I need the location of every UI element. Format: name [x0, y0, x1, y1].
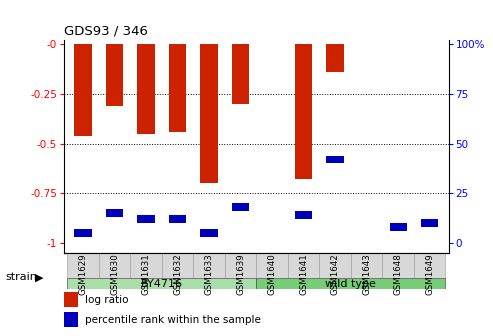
Text: GSM1632: GSM1632 [173, 254, 182, 295]
Text: GSM1630: GSM1630 [110, 254, 119, 295]
Bar [421, 219, 438, 227]
Text: BY4716: BY4716 [141, 279, 183, 289]
Bar [169, 215, 186, 223]
Text: percentile rank within the sample: percentile rank within the sample [85, 315, 261, 325]
Bar [99, 253, 130, 279]
Text: GSM1643: GSM1643 [362, 254, 371, 295]
Bar [64, 312, 77, 327]
Bar [295, 211, 312, 219]
Text: GSM1648: GSM1648 [394, 254, 403, 295]
Text: ▶: ▶ [35, 272, 43, 282]
Bar [383, 253, 414, 279]
Bar [288, 253, 319, 279]
Text: GSM1631: GSM1631 [141, 254, 150, 295]
Bar [169, 44, 186, 132]
Text: GSM1639: GSM1639 [236, 254, 245, 295]
Bar [64, 292, 77, 307]
Bar [67, 253, 99, 279]
Bar [74, 44, 92, 136]
Bar [326, 156, 344, 164]
Bar [106, 209, 123, 217]
Bar [201, 44, 218, 183]
Bar [130, 253, 162, 279]
Bar [389, 223, 407, 231]
Bar [225, 253, 256, 279]
Bar [201, 229, 218, 237]
Bar [106, 44, 123, 106]
Text: strain: strain [5, 272, 37, 282]
Bar [326, 44, 344, 72]
Bar [295, 44, 312, 179]
Bar [138, 44, 155, 134]
Text: GSM1633: GSM1633 [205, 254, 213, 295]
Text: GSM1641: GSM1641 [299, 254, 308, 295]
Text: GSM1642: GSM1642 [331, 254, 340, 295]
Bar [193, 253, 225, 279]
Bar [162, 253, 193, 279]
Bar [232, 203, 249, 211]
Bar [74, 229, 92, 237]
Bar [138, 215, 155, 223]
Bar [67, 279, 256, 289]
Text: GSM1629: GSM1629 [78, 254, 87, 295]
Text: GSM1649: GSM1649 [425, 254, 434, 295]
Bar [351, 253, 383, 279]
Text: GSM1640: GSM1640 [268, 254, 277, 295]
Bar [256, 253, 288, 279]
Text: log ratio: log ratio [85, 295, 129, 305]
Text: GDS93 / 346: GDS93 / 346 [64, 25, 148, 38]
Bar [414, 253, 446, 279]
Bar [319, 253, 351, 279]
Bar [256, 279, 446, 289]
Bar [232, 44, 249, 104]
Text: wild type: wild type [325, 279, 376, 289]
